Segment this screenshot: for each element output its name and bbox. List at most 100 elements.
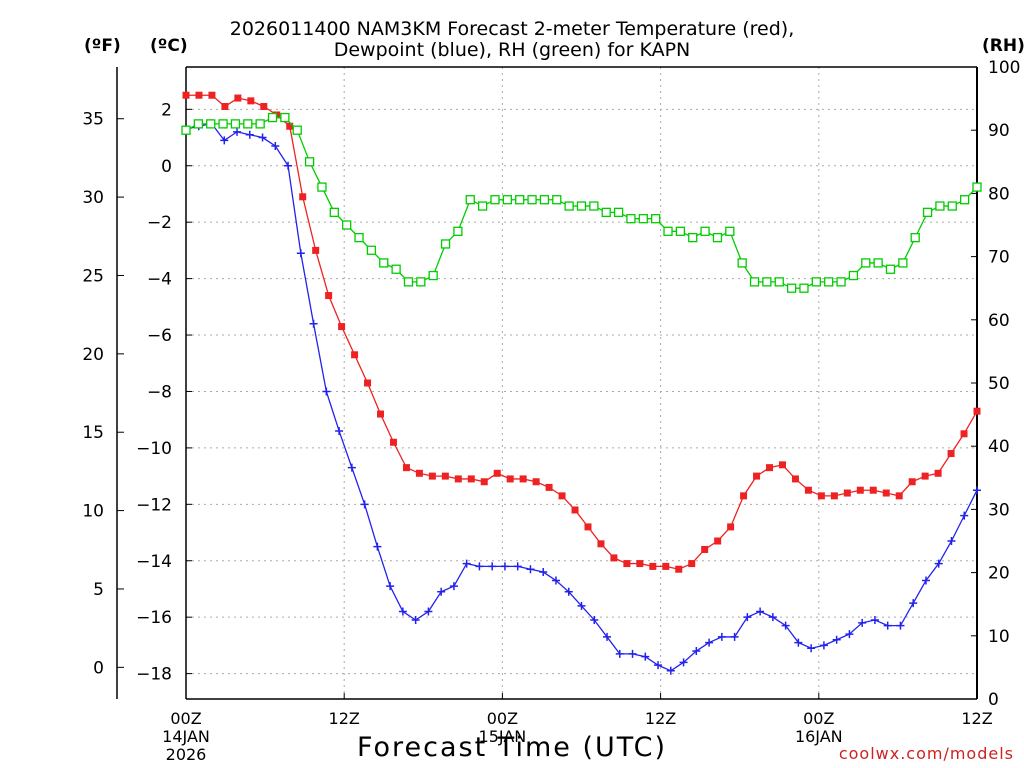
data-point (309, 319, 318, 328)
data-point (208, 91, 216, 99)
chart-title-line1: 2026011400 NAM3KM Forecast 2-meter Tempe… (229, 18, 795, 40)
data-point (329, 207, 339, 218)
data-point (705, 638, 714, 647)
x-tick-label: 16JAN (795, 727, 843, 746)
data-point (454, 475, 462, 483)
data-point (230, 119, 241, 129)
data-point (819, 641, 828, 650)
data-point (870, 616, 879, 624)
data-point (654, 661, 663, 670)
fahrenheit-tick-label: 10 (82, 502, 104, 522)
fahrenheit-tick-label: 30 (82, 188, 104, 208)
data-point (335, 426, 344, 435)
data-point (526, 565, 535, 574)
data-point (610, 554, 618, 562)
data-point (921, 576, 930, 585)
data-point (895, 492, 903, 500)
data-point (519, 475, 527, 483)
data-point (597, 540, 605, 548)
data-point (817, 492, 825, 500)
x-tick-label: 14JAN (162, 727, 210, 746)
data-point (312, 246, 320, 254)
data-point (490, 195, 500, 205)
fahrenheit-tick-label: 25 (82, 266, 104, 286)
data-point (437, 587, 446, 596)
rh-tick-label: 80 (988, 184, 1010, 204)
data-point (338, 323, 346, 331)
data-point (317, 182, 327, 192)
axes: 20−2−4−6−8−10−12−14−16−1800Z14JAN202612Z… (82, 58, 1020, 764)
data-point (848, 270, 859, 281)
data-point (749, 277, 760, 287)
series-rh (181, 112, 982, 293)
data-point (377, 410, 385, 418)
data-point (415, 469, 423, 477)
data-point (500, 562, 509, 571)
data-point (206, 119, 216, 129)
data-point (960, 511, 969, 520)
data-point (564, 587, 573, 596)
data-point (603, 632, 612, 641)
celsius-tick-label: −18 (136, 665, 172, 685)
data-point (322, 387, 331, 396)
data-point (910, 232, 920, 243)
data-point (364, 379, 372, 387)
data-point (258, 133, 267, 142)
data-point (921, 472, 929, 480)
data-point (601, 207, 611, 218)
fahrenheit-tick-label: 5 (93, 580, 104, 600)
data-point (532, 478, 540, 486)
data-point (527, 195, 537, 205)
credit-link[interactable]: coolwx.com/models (838, 744, 1014, 763)
data-point (714, 537, 722, 545)
data-point (830, 492, 838, 500)
celsius-tick-label: 2 (161, 100, 172, 120)
data-point (712, 232, 723, 243)
rh-tick-label: 20 (988, 564, 1010, 584)
data-point (440, 239, 451, 249)
data-point (386, 582, 395, 591)
data-point (615, 649, 624, 658)
data-point (740, 492, 748, 500)
celsius-tick-label: −6 (147, 326, 172, 346)
data-point (255, 119, 265, 129)
fahrenheit-tick-label: 15 (82, 423, 104, 443)
data-point (449, 582, 458, 591)
data-point (391, 264, 401, 274)
data-point (725, 226, 735, 236)
data-point (638, 214, 648, 224)
celsius-tick-label: 0 (161, 157, 172, 177)
data-point (243, 119, 253, 129)
data-point (453, 226, 463, 236)
series-line (186, 94, 978, 570)
data-point (477, 201, 488, 211)
data-point (506, 475, 514, 483)
data-point (762, 277, 772, 287)
data-point (717, 632, 726, 641)
chart-title-line2: Dewpoint (blue), RH (green) for KAPN (333, 39, 691, 61)
data-point (488, 562, 497, 571)
rh-axis-unit: (RH) (982, 36, 1024, 56)
data-point (768, 613, 777, 622)
data-point (679, 658, 688, 667)
data-point (663, 226, 673, 236)
data-point (234, 94, 242, 102)
data-point (623, 560, 631, 568)
data-point (972, 182, 982, 192)
data-point (551, 576, 560, 585)
data-point (856, 486, 864, 494)
data-point (493, 469, 501, 477)
data-point (896, 621, 905, 630)
fahrenheit-tick-label: 35 (82, 110, 104, 130)
data-point (545, 483, 553, 491)
celsius-tick-label: −12 (136, 495, 172, 515)
celsius-tick-label: −10 (136, 439, 172, 459)
data-point (296, 249, 305, 258)
x-tick-label: 00Z (803, 709, 834, 728)
data-point (662, 562, 670, 570)
data-point (271, 142, 280, 150)
data-point (571, 506, 579, 514)
data-point (688, 232, 698, 243)
data-point (641, 652, 650, 661)
